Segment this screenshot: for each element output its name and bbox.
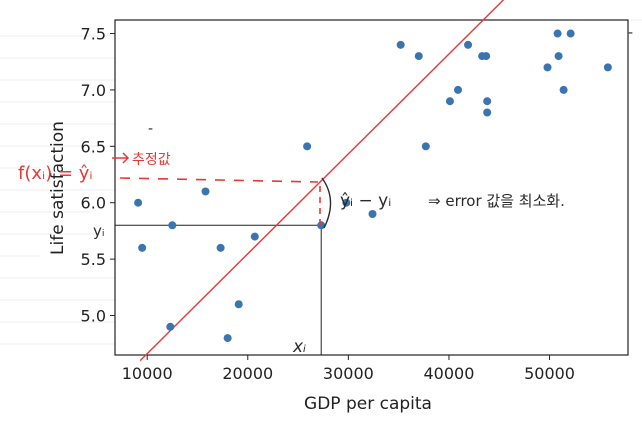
data-point <box>482 52 491 61</box>
arrow-annotation <box>112 152 130 164</box>
y-tick-label: 7.5 <box>81 25 106 44</box>
data-point <box>368 210 377 219</box>
data-point <box>543 63 552 72</box>
data-point <box>603 63 612 72</box>
data-point <box>138 243 147 252</box>
data-point <box>483 108 492 117</box>
x-axis-label: GDP per capita <box>304 394 432 414</box>
estimate-dash-line <box>119 177 319 183</box>
y-tick-label: 6.0 <box>81 194 106 213</box>
x-tick-label: 10000 <box>122 364 173 383</box>
x-tick-label: 20000 <box>222 364 273 383</box>
data-point <box>464 40 473 49</box>
data-point <box>223 334 232 343</box>
data-points <box>134 29 612 343</box>
dash-mark-top: - <box>628 25 633 41</box>
y-axis-label: Life satisfaction <box>48 121 68 255</box>
error-note: ⇒ error 값을 최소화. <box>428 192 565 210</box>
y-tick-label: 5.0 <box>81 307 106 326</box>
guide-lines <box>115 224 322 355</box>
y-tick-label: 6.5 <box>81 137 106 156</box>
data-point <box>134 198 143 207</box>
data-point <box>396 40 405 49</box>
data-point <box>234 300 243 309</box>
x-tick-label: 50000 <box>524 364 575 383</box>
data-point <box>317 221 326 230</box>
data-point <box>553 29 562 38</box>
data-point <box>566 29 575 38</box>
error-expression: ŷᵢ − yᵢ <box>340 191 391 211</box>
estimate-note: 추정값 <box>132 152 171 168</box>
y-tick-label: 7.0 <box>81 81 106 100</box>
data-point <box>342 198 351 207</box>
data-point <box>201 187 210 196</box>
x-tick-label: 30000 <box>323 364 374 383</box>
x-tick-label: 40000 <box>423 364 474 383</box>
data-point <box>414 52 423 61</box>
data-point <box>166 322 175 331</box>
regression-line <box>139 0 505 362</box>
y-axis-ticks: 5.0 5.5 6.0 6.5 7.0 7.5 <box>81 25 115 326</box>
data-point <box>250 232 259 241</box>
data-point <box>559 85 568 94</box>
y-tick-label: 5.5 <box>81 250 106 269</box>
dash-mark: - <box>148 121 153 137</box>
yi-label: yᵢ <box>93 222 105 240</box>
data-point <box>445 97 454 106</box>
x-axis-ticks: 10000 20000 30000 40000 50000 <box>122 355 575 383</box>
formula-annotation: f(xᵢ) = ŷᵢ <box>18 163 93 184</box>
background-sheet-lines <box>0 19 642 345</box>
data-point <box>421 142 430 151</box>
data-point <box>216 243 225 252</box>
data-point <box>303 142 312 151</box>
plot-frame <box>114 19 629 356</box>
data-point <box>554 52 563 61</box>
xi-label: xᵢ <box>292 337 306 357</box>
data-point <box>454 85 463 94</box>
data-point <box>168 221 177 230</box>
error-bracket <box>321 177 332 229</box>
data-point <box>483 97 492 106</box>
